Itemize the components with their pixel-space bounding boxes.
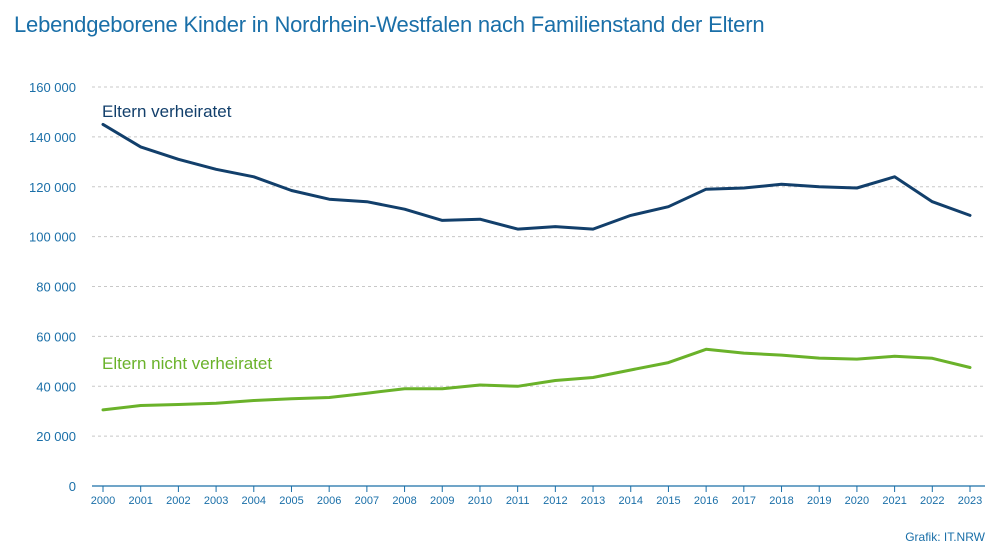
x-tick-label: 2011: [506, 495, 530, 507]
x-tick-label: 2013: [581, 495, 605, 507]
y-tick-label: 60 000: [36, 329, 76, 344]
y-tick-label: 160 000: [29, 80, 76, 95]
x-tick-label: 2015: [656, 495, 680, 507]
x-tick-label: 2022: [920, 495, 944, 507]
x-tick-label: 2017: [732, 495, 756, 507]
y-tick-label: 80 000: [36, 280, 76, 295]
y-tick-label: 20 000: [36, 429, 76, 444]
x-tick-label: 2008: [392, 495, 416, 507]
x-tick-label: 2016: [694, 495, 718, 507]
y-tick-label: 40 000: [36, 379, 76, 394]
x-tick-label: 2023: [958, 495, 982, 507]
x-tick-label: 2006: [317, 495, 341, 507]
x-tick-label: 2002: [166, 495, 190, 507]
chart-title: Lebendgeborene Kinder in Nordrhein-Westf…: [14, 12, 765, 37]
x-tick-label: 2000: [91, 495, 115, 507]
series-line-verheiratet: [101, 122, 972, 231]
series-line-nicht-verheiratet: [101, 347, 972, 412]
x-tick-label: 2007: [355, 495, 379, 507]
x-tick-label: 2012: [543, 495, 567, 507]
y-tick-label: 120 000: [29, 180, 76, 195]
x-tick-label: 2001: [128, 495, 152, 507]
series-label-verheiratet: Eltern verheiratet: [102, 102, 232, 121]
x-tick-label: 2003: [204, 495, 228, 507]
x-tick-label: 2009: [430, 495, 454, 507]
x-tick-label: 2014: [618, 495, 642, 507]
x-tick-label: 2018: [769, 495, 793, 507]
y-tick-label: 100 000: [29, 230, 76, 245]
x-tick-label: 2005: [279, 495, 303, 507]
x-tick-label: 2010: [468, 495, 492, 507]
x-tick-label: 2019: [807, 495, 831, 507]
x-tick-label: 2020: [845, 495, 869, 507]
x-tick-label: 2004: [242, 495, 266, 507]
y-tick-label: 140 000: [29, 130, 76, 145]
series-label-nicht-verheiratet: Eltern nicht verheiratet: [102, 354, 272, 373]
chart-credit: Grafik: IT.NRW: [905, 530, 985, 544]
y-tick-label: 0: [69, 479, 76, 494]
x-tick-label: 2021: [882, 495, 906, 507]
